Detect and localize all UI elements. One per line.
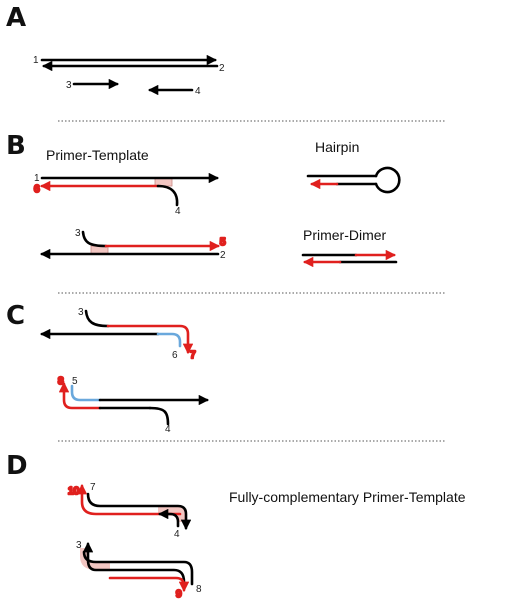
template-8-strand	[82, 550, 194, 586]
panel-b: Primer-Template 1 6 4 3 5 2 Hairpin Prim…	[33, 139, 401, 268]
label-3: 3	[78, 307, 84, 318]
primer-3-strand	[82, 541, 186, 584]
primer-4-strand	[157, 508, 180, 528]
panel-letter-c: C	[6, 301, 25, 331]
hairpin-title: Hairpin	[315, 139, 359, 155]
label-9: 9	[176, 589, 182, 600]
primer-template-title: Primer-Template	[46, 147, 149, 163]
primer-3-hook	[84, 309, 110, 328]
label-2: 2	[220, 250, 226, 261]
fully-complementary-title: Fully-complementary Primer-Template	[229, 489, 466, 505]
label-4: 4	[165, 424, 171, 435]
panel-letter-d: D	[6, 451, 28, 481]
label-10: 10	[68, 486, 80, 497]
label-8: 8	[58, 376, 64, 387]
copied-primer-6	[156, 332, 182, 348]
label-3: 3	[75, 228, 81, 239]
primer-7-strand	[86, 492, 192, 531]
label-1: 1	[33, 55, 39, 66]
primer-4-hook	[148, 406, 170, 426]
label-6: 6	[172, 350, 178, 361]
label-7: 7	[190, 350, 196, 361]
label-4: 4	[195, 86, 201, 97]
panel-d: Fully-complementary Primer-Template 10 7…	[67, 482, 466, 600]
label-7: 7	[90, 482, 96, 493]
label-5: 5	[220, 237, 226, 248]
panel-letter-b: B	[6, 131, 26, 161]
label-6: 6	[34, 184, 40, 195]
label-4: 4	[174, 529, 180, 540]
label-2: 2	[219, 63, 225, 74]
extension-8-arrow	[58, 381, 102, 410]
label-3: 3	[66, 80, 72, 91]
extension-7-arrow	[106, 324, 194, 355]
panel-letter-a: A	[6, 3, 26, 33]
label-4: 4	[175, 206, 181, 217]
label-8: 8	[196, 584, 202, 595]
primer-3-hook	[81, 230, 108, 248]
primer-4-hook	[156, 184, 179, 207]
panel-c: 3 6 7 8 5 4	[39, 307, 210, 435]
hairpin-loop	[374, 166, 401, 194]
label-5: 5	[72, 376, 78, 387]
copied-primer-5	[70, 384, 102, 402]
label-1: 1	[34, 173, 40, 184]
primer-dimer-title: Primer-Dimer	[303, 227, 387, 243]
extension-9-arrow	[108, 576, 190, 593]
panel-a: 1 2 3 4	[33, 54, 225, 97]
label-3: 3	[76, 540, 82, 551]
extension-10-arrow	[76, 483, 182, 516]
